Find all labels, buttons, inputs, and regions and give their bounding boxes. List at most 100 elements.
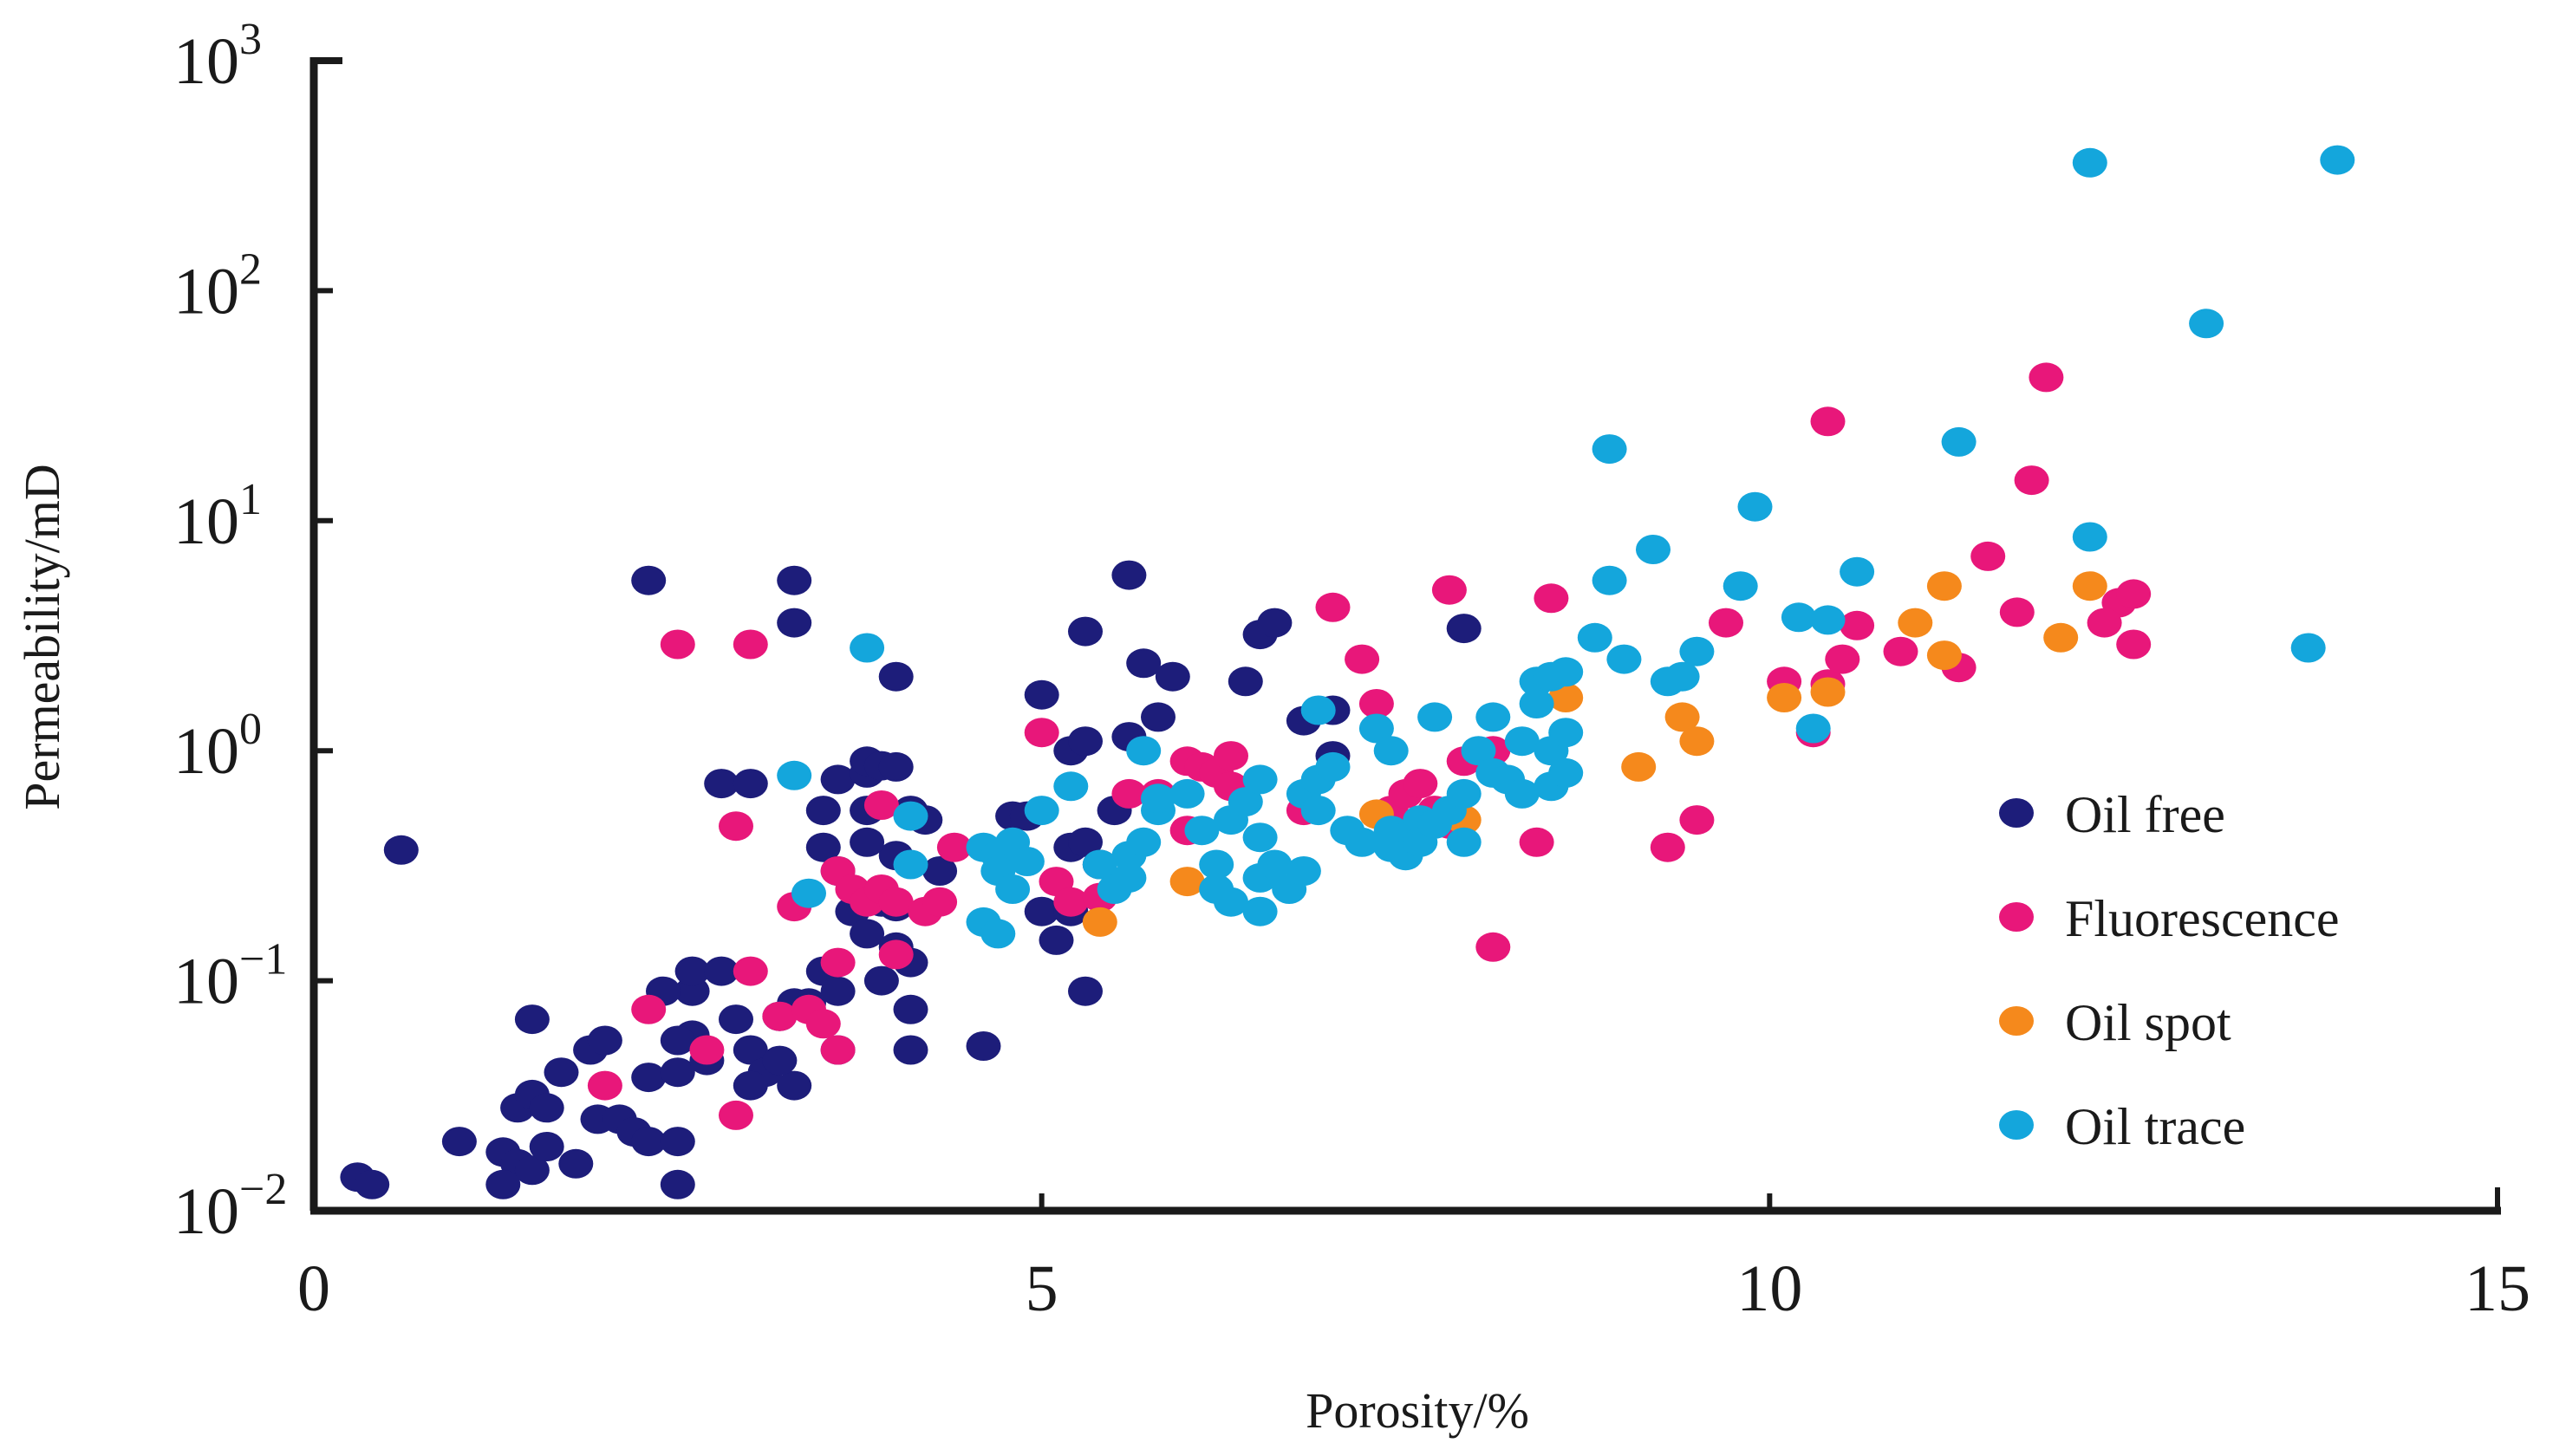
legend-label: Oil spot [2065,994,2231,1051]
data-point [2014,465,2049,496]
y-tick-base: 10 [173,715,239,788]
data-point [1315,592,1351,622]
data-point [1840,610,1875,640]
data-point [878,661,914,692]
data-point [1970,541,2006,571]
data-point [1606,644,1642,674]
data-point [1810,605,1846,635]
y-tick-exponent: −2 [239,1165,287,1214]
data-point [1068,976,1103,1006]
data-point [878,751,914,782]
data-point [660,1169,695,1199]
data-point [1257,608,1293,638]
data-point [820,764,856,795]
data-point [485,1169,521,1199]
data-point [1068,726,1103,757]
data-point [1214,741,1248,771]
data-point [995,874,1031,904]
data-point [660,1025,695,1056]
data-point [1053,887,1089,917]
data-point [777,1070,812,1101]
data-point [1621,751,1657,782]
data-point [660,629,695,660]
data-point [1417,702,1453,732]
data-point [1214,887,1248,917]
legend-marker [1999,798,2034,828]
data-point [514,1004,550,1035]
x-tick-label: 15 [2465,1252,2530,1325]
legend: Oil free Fluorescence Oil spot Oil trace [1999,786,2340,1155]
data-point [1650,832,1685,862]
data-point [1840,556,1875,587]
data-point [1504,778,1540,809]
data-point [1228,666,1263,697]
data-point [805,1009,841,1039]
y-tick-base: 10 [173,1175,239,1248]
data-point [719,1100,753,1130]
data-point [850,827,885,857]
data-point [689,1035,725,1065]
data-point [514,1155,550,1186]
data-point [863,965,899,996]
data-point [1548,757,1584,788]
data-point [441,1127,477,1157]
data-point [1446,778,1482,809]
data-point [1068,616,1103,647]
data-point [719,1004,753,1035]
data-point [820,947,856,978]
data-point [1446,827,1482,857]
data-point [1024,896,1059,926]
data-point [980,919,1016,949]
data-point [922,856,958,886]
data-point [1242,822,1278,853]
data-point [1126,648,1162,679]
data-point [1592,565,1627,595]
data-point [777,760,812,790]
data-point [1519,689,1554,718]
data-point [1373,736,1409,766]
data-point [674,956,710,986]
data-point [1431,575,1467,605]
data-point [1286,856,1321,886]
data-point [1358,689,1394,718]
data-point [1009,847,1045,876]
data-point [1810,406,1846,437]
y-tick-base: 10 [173,255,239,328]
data-point [2087,608,2122,638]
y-tick-base: 10 [173,485,239,558]
data-point [1345,644,1380,674]
y-tick-label: 103 [173,15,262,98]
data-point [1461,736,1496,766]
data-point [820,1035,856,1065]
data-point [1024,679,1059,710]
data-point [850,633,885,663]
data-point [936,832,972,862]
data-point [1155,661,1190,692]
data-point [893,994,928,1024]
data-point [1534,583,1569,614]
data-point [1548,657,1584,687]
data-point [1723,571,1758,601]
data-point [1926,640,1962,671]
data-point [704,956,739,986]
data-point [1345,827,1380,857]
data-point [355,1169,390,1199]
data-point [762,1001,798,1031]
data-point [1300,695,1336,725]
data-point [2320,145,2355,175]
y-tick-label: 10−2 [173,1165,287,1248]
data-point [1141,702,1176,732]
data-point [1475,932,1511,962]
data-point [704,769,739,799]
data-point [791,878,826,908]
y-tick-exponent: −1 [239,935,287,985]
data-point [2072,147,2107,178]
data-point [1999,597,2035,627]
data-point [1825,644,1860,674]
data-point [1679,805,1715,835]
data-point [1184,816,1220,846]
data-point [1257,849,1293,880]
series-fluorescence [587,362,2152,1130]
data-point [805,796,841,826]
